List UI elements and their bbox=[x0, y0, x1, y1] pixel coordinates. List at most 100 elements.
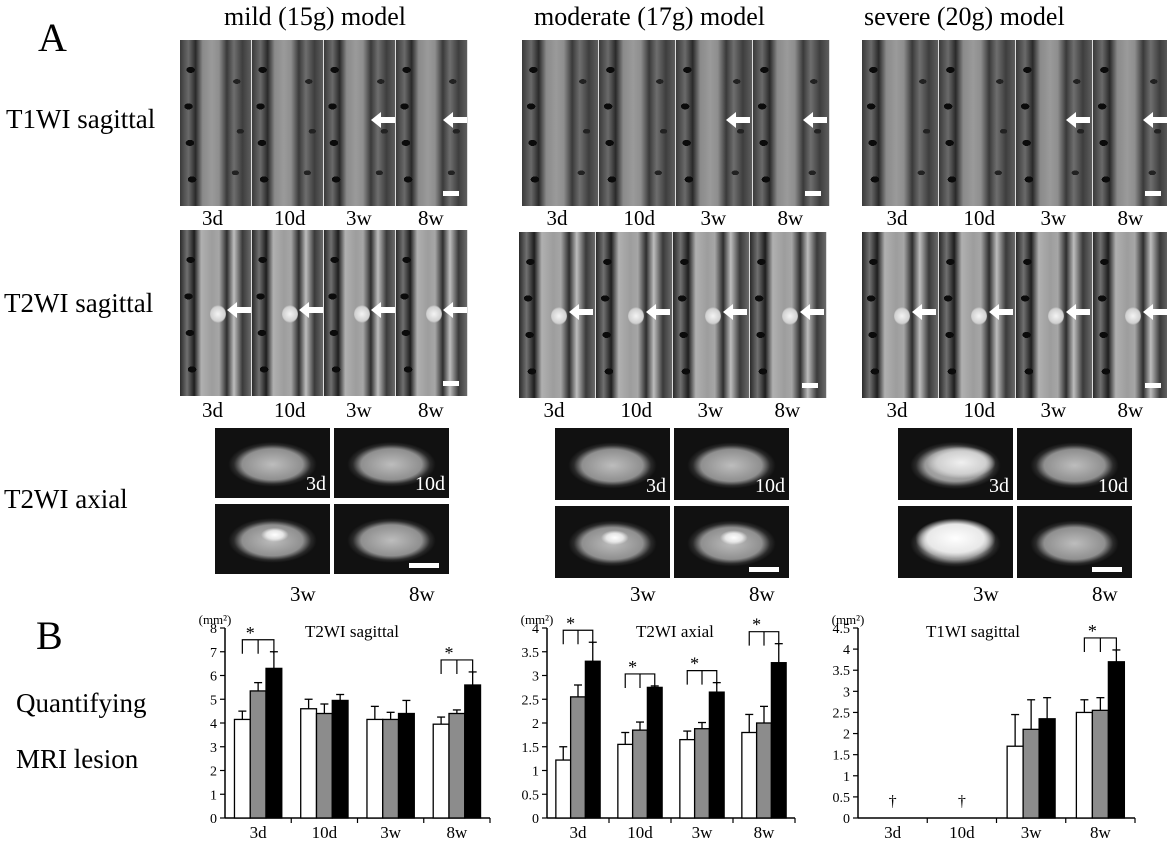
time-label-t1-1-1: 10d bbox=[623, 206, 656, 230]
mri-t2-axial-1-0: 3d bbox=[555, 428, 670, 500]
axial-time-label-below-0-2: 3w bbox=[290, 582, 316, 606]
arrow-left-icon bbox=[802, 111, 827, 128]
time-label-t1-2-3: 8w bbox=[1117, 206, 1144, 230]
time-label-t1-0-1: 10d bbox=[274, 206, 306, 230]
bar bbox=[382, 718, 400, 819]
mri-t2-sagittal-2-3 bbox=[1093, 232, 1167, 398]
bar bbox=[233, 718, 251, 819]
time-label-t1-2-2: 3w bbox=[1040, 206, 1067, 230]
mri-t1-sagittal-1-2 bbox=[676, 40, 753, 206]
arrow-left-icon bbox=[370, 301, 395, 318]
mri-t2-axial-1-2 bbox=[555, 506, 670, 578]
bar bbox=[617, 743, 634, 819]
x-tick-label: 3w bbox=[380, 823, 402, 842]
y-tick-label: 1 bbox=[210, 788, 217, 803]
arrow-left-icon bbox=[1065, 111, 1090, 128]
scale-bar bbox=[802, 383, 818, 388]
mri-t2-sagittal-2-0 bbox=[862, 232, 939, 398]
y-tick-label: 4 bbox=[210, 717, 217, 732]
y-tick-label: 3 bbox=[843, 685, 850, 700]
axial-time-label-below-1-3: 8w bbox=[749, 582, 775, 606]
scale-bar bbox=[805, 191, 821, 196]
arrow-left-icon bbox=[1142, 303, 1167, 320]
significance-star: * bbox=[690, 654, 699, 674]
scale-bar bbox=[443, 191, 459, 196]
time-label-t2-0-1: 10d bbox=[274, 398, 306, 422]
significance-star: * bbox=[628, 657, 637, 677]
scale-bar bbox=[443, 381, 459, 386]
arrow-left-icon bbox=[568, 303, 593, 320]
arrow-left-icon bbox=[1142, 111, 1167, 128]
bar bbox=[584, 660, 601, 819]
scale-bar bbox=[1145, 383, 1161, 388]
time-label-t2-1-1: 10d bbox=[620, 398, 653, 422]
mri-t2-axial-0-3 bbox=[334, 504, 449, 574]
bar bbox=[679, 738, 696, 819]
y-tick-label: 1 bbox=[532, 765, 539, 780]
mri-t2-axial-0-0: 3d bbox=[215, 428, 330, 498]
mri-t1-sagittal-2-3 bbox=[1093, 40, 1167, 206]
mri-t2-sagittal-0-2 bbox=[324, 230, 396, 396]
mri-t2-axial-1-3 bbox=[674, 506, 789, 578]
mri-t2-axial-2-0: 3d bbox=[898, 428, 1013, 500]
time-label-t2-0-3: 8w bbox=[418, 398, 444, 422]
y-unit-label: (mm²) bbox=[521, 612, 554, 627]
bar bbox=[770, 662, 787, 819]
scale-bar bbox=[1145, 191, 1161, 196]
axial-time-label-below-0-3: 8w bbox=[409, 582, 435, 606]
bar bbox=[1038, 718, 1056, 819]
bar bbox=[741, 731, 758, 819]
x-tick-label: 3d bbox=[250, 823, 268, 842]
axial-time-label: 10d bbox=[1098, 475, 1128, 497]
bar bbox=[249, 690, 267, 819]
axial-time-label-below-2-3: 8w bbox=[1092, 582, 1118, 606]
bar bbox=[646, 686, 663, 819]
time-label-t1-0-2: 3w bbox=[346, 206, 372, 230]
chart-title: T2WI sagittal bbox=[305, 622, 399, 641]
y-tick-label: 8 bbox=[210, 622, 217, 637]
lesion-spot bbox=[426, 304, 443, 323]
x-tick-label: 3w bbox=[1021, 823, 1043, 842]
axial-time-label: 10d bbox=[415, 473, 445, 495]
scale-bar bbox=[749, 567, 779, 572]
row-label-t2-axial: T2WI axial bbox=[4, 484, 128, 514]
time-label-t1-2-1: 10d bbox=[963, 206, 996, 230]
arrow-left-icon bbox=[722, 303, 747, 320]
mri-t2-sagittal-2-2 bbox=[1016, 232, 1093, 398]
lesion-spot bbox=[1125, 306, 1142, 325]
axial-time-label: 10d bbox=[755, 475, 785, 497]
bar bbox=[631, 729, 649, 819]
bar bbox=[300, 708, 318, 819]
significance-bracket bbox=[1083, 637, 1117, 652]
bar bbox=[1091, 709, 1110, 819]
y-tick-label: 4.5 bbox=[833, 622, 851, 637]
bar bbox=[432, 723, 450, 819]
y-tick-label: 1.5 bbox=[833, 749, 851, 764]
significance-bracket bbox=[440, 659, 474, 674]
significance-star: * bbox=[1088, 621, 1097, 641]
lesion-spot bbox=[210, 304, 227, 323]
significance-star: * bbox=[566, 613, 575, 633]
significance-star: * bbox=[444, 643, 453, 663]
x-tick-label: 3w bbox=[692, 823, 714, 842]
arrow-left-icon bbox=[799, 303, 824, 320]
time-label-t1-1-2: 3w bbox=[700, 206, 727, 230]
dagger-mark: † bbox=[889, 793, 897, 810]
y-tick-label: 2.5 bbox=[833, 706, 851, 721]
bar bbox=[366, 718, 384, 819]
y-tick-label: 7 bbox=[210, 646, 217, 661]
y-tick-label: 0 bbox=[210, 812, 217, 827]
x-tick-label: 10d bbox=[949, 823, 975, 842]
arrow-left-icon bbox=[1065, 303, 1090, 320]
significance-bracket bbox=[624, 673, 656, 688]
mri-t2-sagittal-0-3 bbox=[396, 230, 468, 396]
bar bbox=[464, 684, 482, 819]
mri-t1-sagittal-2-2 bbox=[1016, 40, 1093, 206]
y-tick-label: 4 bbox=[843, 643, 850, 658]
axial-time-label-below-2-2: 3w bbox=[973, 582, 999, 606]
arrow-left-icon bbox=[645, 303, 670, 320]
lesion-spot bbox=[282, 304, 299, 323]
axial-time-label: 3d bbox=[306, 473, 326, 495]
x-tick-label: 3d bbox=[570, 823, 588, 842]
time-label-t2-2-3: 8w bbox=[1117, 398, 1144, 422]
